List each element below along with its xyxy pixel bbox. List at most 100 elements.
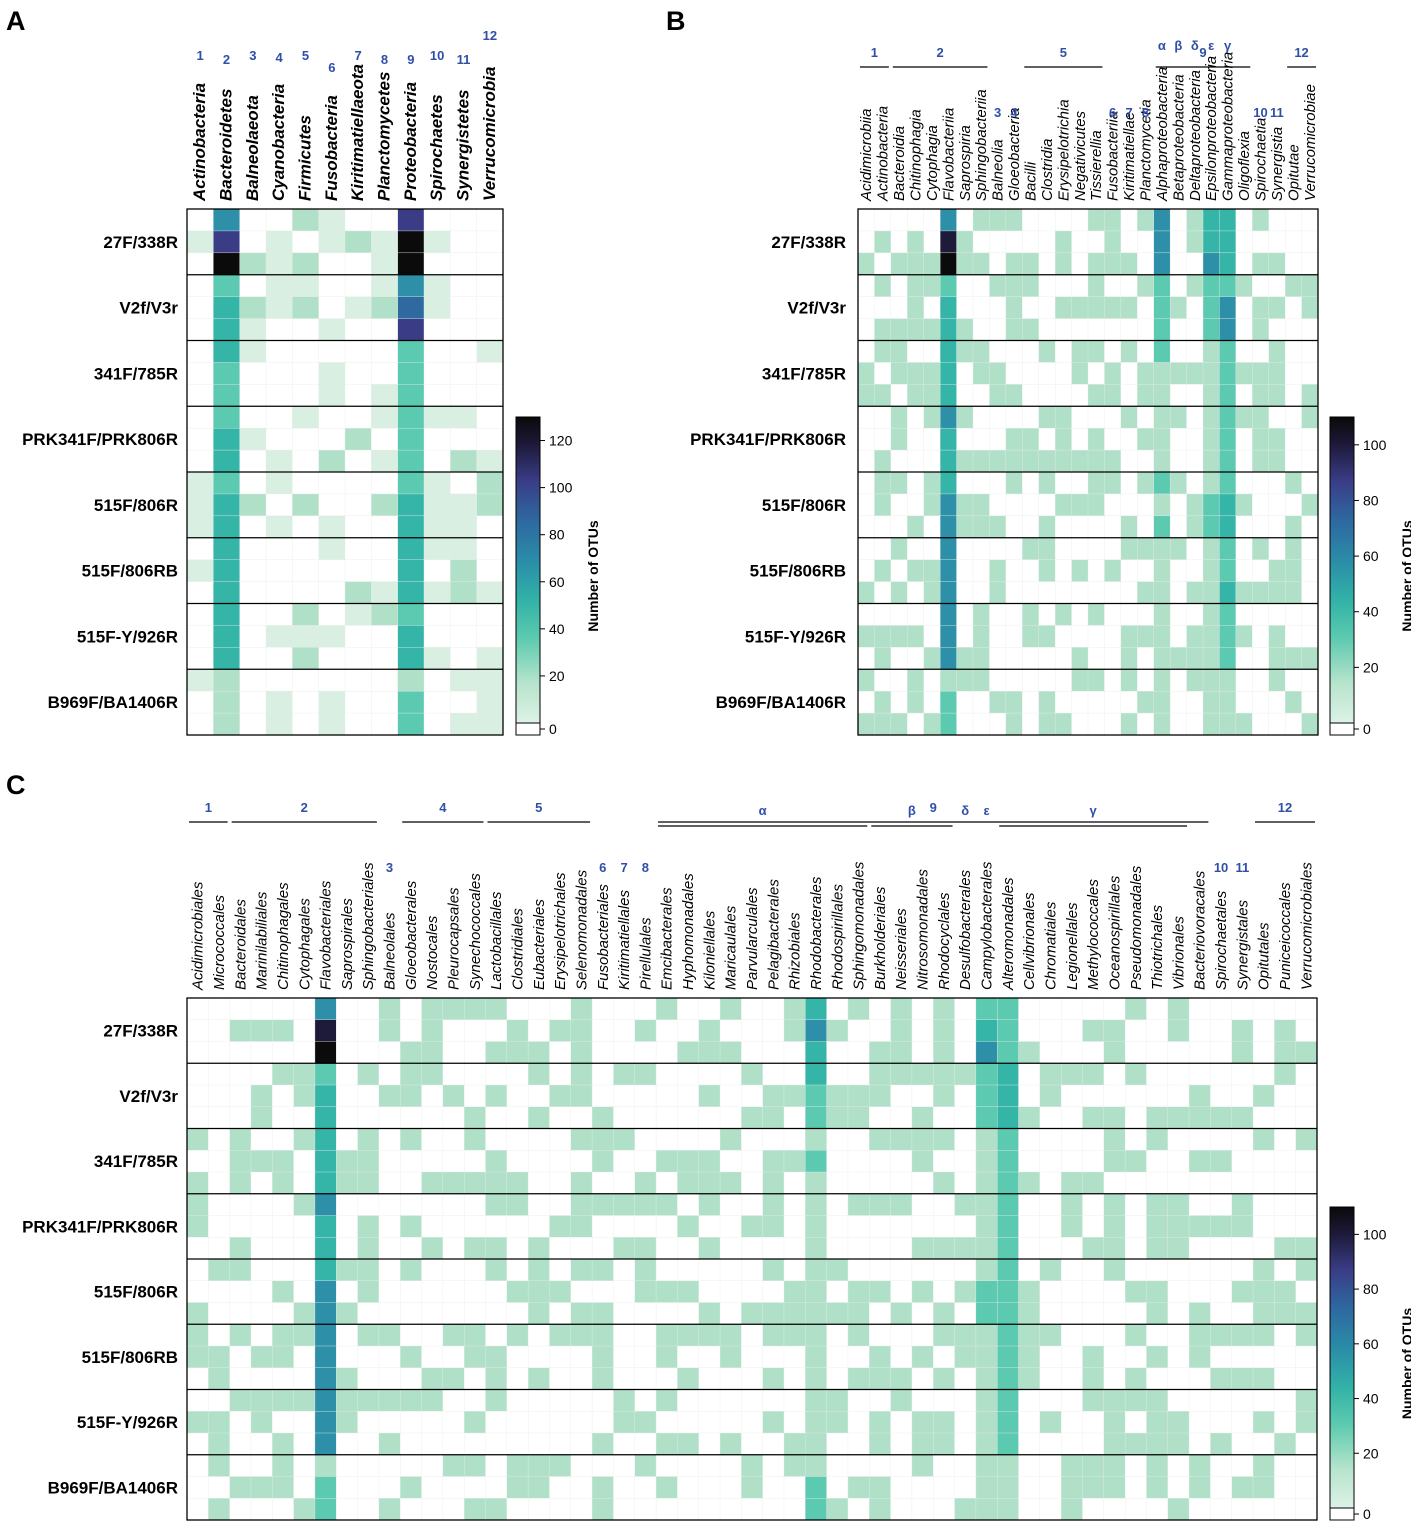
heatmap-cell bbox=[208, 1150, 231, 1173]
heatmap-cell bbox=[1082, 997, 1105, 1021]
heatmap-cell bbox=[954, 1150, 977, 1173]
heatmap-cell bbox=[698, 1171, 721, 1195]
column-label: Erysipelotrichales bbox=[552, 872, 569, 990]
heatmap-cell bbox=[677, 997, 700, 1021]
heatmap-cell bbox=[762, 1063, 785, 1086]
heatmap-border bbox=[186, 208, 504, 736]
heatmap-cell bbox=[485, 1454, 508, 1477]
heatmap-cell bbox=[1071, 274, 1089, 298]
heatmap-cell bbox=[783, 1498, 806, 1521]
heatmap-cell bbox=[1146, 1128, 1169, 1151]
heatmap-cell bbox=[318, 581, 346, 605]
heatmap-cell bbox=[939, 427, 958, 451]
heatmap-cell bbox=[847, 1106, 870, 1129]
heatmap-cell bbox=[1169, 362, 1188, 385]
heatmap-cell bbox=[954, 1237, 977, 1260]
heatmap-cell bbox=[336, 1411, 359, 1434]
heatmap-cell bbox=[1186, 318, 1204, 341]
heatmap-cell bbox=[421, 1476, 444, 1499]
heatmap-cell bbox=[1202, 427, 1220, 451]
heatmap-cell bbox=[996, 1193, 1020, 1216]
heatmap-cell bbox=[506, 1019, 529, 1042]
heatmap-cell bbox=[1169, 406, 1188, 429]
subgroup-label: γ bbox=[1090, 803, 1098, 818]
heatmap-cell bbox=[874, 669, 892, 692]
colorbar-tick-label: 20 bbox=[1363, 659, 1379, 675]
heatmap-cell bbox=[1071, 340, 1089, 363]
heatmap-cell bbox=[1146, 1171, 1169, 1195]
heatmap-cell bbox=[378, 1454, 401, 1477]
heatmap-cell bbox=[890, 581, 908, 605]
column-label: Alphaproteobacteria bbox=[1154, 67, 1171, 202]
column-label: Negativicutes bbox=[1072, 110, 1089, 201]
heatmap-cell bbox=[314, 1498, 337, 1521]
column-label: Synechococcales bbox=[467, 873, 484, 990]
heatmap-cell bbox=[292, 252, 320, 276]
heatmap-cell bbox=[239, 406, 267, 429]
heatmap-cell bbox=[1186, 252, 1204, 276]
heatmap-cell bbox=[783, 1171, 806, 1195]
heatmap-cell bbox=[847, 1215, 870, 1238]
heatmap-cell bbox=[318, 712, 346, 736]
heatmap-cell bbox=[890, 340, 908, 363]
heatmap-cell bbox=[1018, 1367, 1041, 1390]
heatmap-cell bbox=[1060, 1280, 1083, 1303]
heatmap-cell bbox=[1087, 318, 1105, 341]
heatmap-cell bbox=[506, 1063, 529, 1086]
colorbar-tick-label: 100 bbox=[549, 480, 573, 496]
heatmap-cell bbox=[371, 471, 399, 495]
heatmap-cell bbox=[1146, 1498, 1169, 1521]
heatmap-cell bbox=[1167, 1389, 1190, 1412]
heatmap-cell bbox=[265, 603, 293, 626]
heatmap-cell bbox=[400, 1193, 423, 1216]
heatmap-cell bbox=[975, 1128, 998, 1151]
heatmap-cell bbox=[293, 1280, 316, 1303]
heatmap-cell bbox=[719, 1193, 742, 1216]
column-label: Kiritimatiellales bbox=[616, 889, 633, 990]
heatmap-cell bbox=[1082, 1432, 1105, 1456]
heatmap-cell bbox=[857, 208, 875, 232]
heatmap-cell bbox=[677, 1411, 700, 1434]
heatmap-cell bbox=[677, 1324, 700, 1347]
heatmap-cell bbox=[1186, 712, 1204, 736]
heatmap-cell bbox=[634, 1106, 657, 1129]
heatmap-cell bbox=[527, 1367, 550, 1390]
column-label: Cytophagia bbox=[924, 125, 941, 201]
heatmap-cell bbox=[1274, 1084, 1297, 1108]
heatmap-cell bbox=[186, 1128, 209, 1151]
column-label: Saprospiria bbox=[957, 125, 974, 201]
heatmap-cell bbox=[890, 362, 908, 385]
heatmap-cell bbox=[463, 1063, 486, 1086]
heatmap-cell bbox=[265, 647, 293, 670]
heatmap-cell bbox=[1060, 1389, 1083, 1412]
heatmap-cell bbox=[549, 1432, 572, 1456]
heatmap-cell bbox=[1054, 603, 1073, 626]
heatmap-cell bbox=[213, 537, 241, 561]
heatmap-cell bbox=[1087, 625, 1105, 648]
heatmap-cell bbox=[186, 603, 214, 626]
heatmap-cell bbox=[591, 1084, 614, 1108]
column-label: Proteobacteria bbox=[401, 82, 420, 201]
heatmap-cell bbox=[421, 1150, 444, 1173]
heatmap-cell bbox=[506, 1389, 529, 1412]
heatmap-cell bbox=[1202, 669, 1220, 692]
heatmap-cell bbox=[1120, 274, 1138, 298]
heatmap-cell bbox=[1235, 406, 1253, 429]
heatmap-cell bbox=[265, 515, 293, 539]
heatmap-cell bbox=[1060, 1106, 1083, 1129]
heatmap-cell bbox=[186, 1302, 209, 1325]
panel-A: A27F/338RV2f/V3r341F/785RPRK341F/PRK806R… bbox=[6, 6, 601, 737]
heatmap-cell bbox=[213, 669, 241, 692]
panel-C: C27F/338RV2f/V3r341F/785RPRK341F/PRK806R… bbox=[6, 770, 1411, 1522]
heatmap-cell bbox=[972, 559, 990, 583]
heatmap-cell bbox=[421, 997, 444, 1021]
heatmap-cell bbox=[1274, 1345, 1297, 1369]
heatmap-cell bbox=[293, 1171, 316, 1195]
heatmap-cell bbox=[1252, 690, 1270, 714]
heatmap-cell bbox=[1153, 493, 1171, 517]
heatmap-cell bbox=[1104, 471, 1122, 495]
heatmap-cell bbox=[1153, 230, 1171, 254]
heatmap-cell bbox=[485, 1280, 508, 1303]
heatmap-cell bbox=[1039, 1367, 1062, 1390]
heatmap-cell bbox=[265, 449, 293, 473]
